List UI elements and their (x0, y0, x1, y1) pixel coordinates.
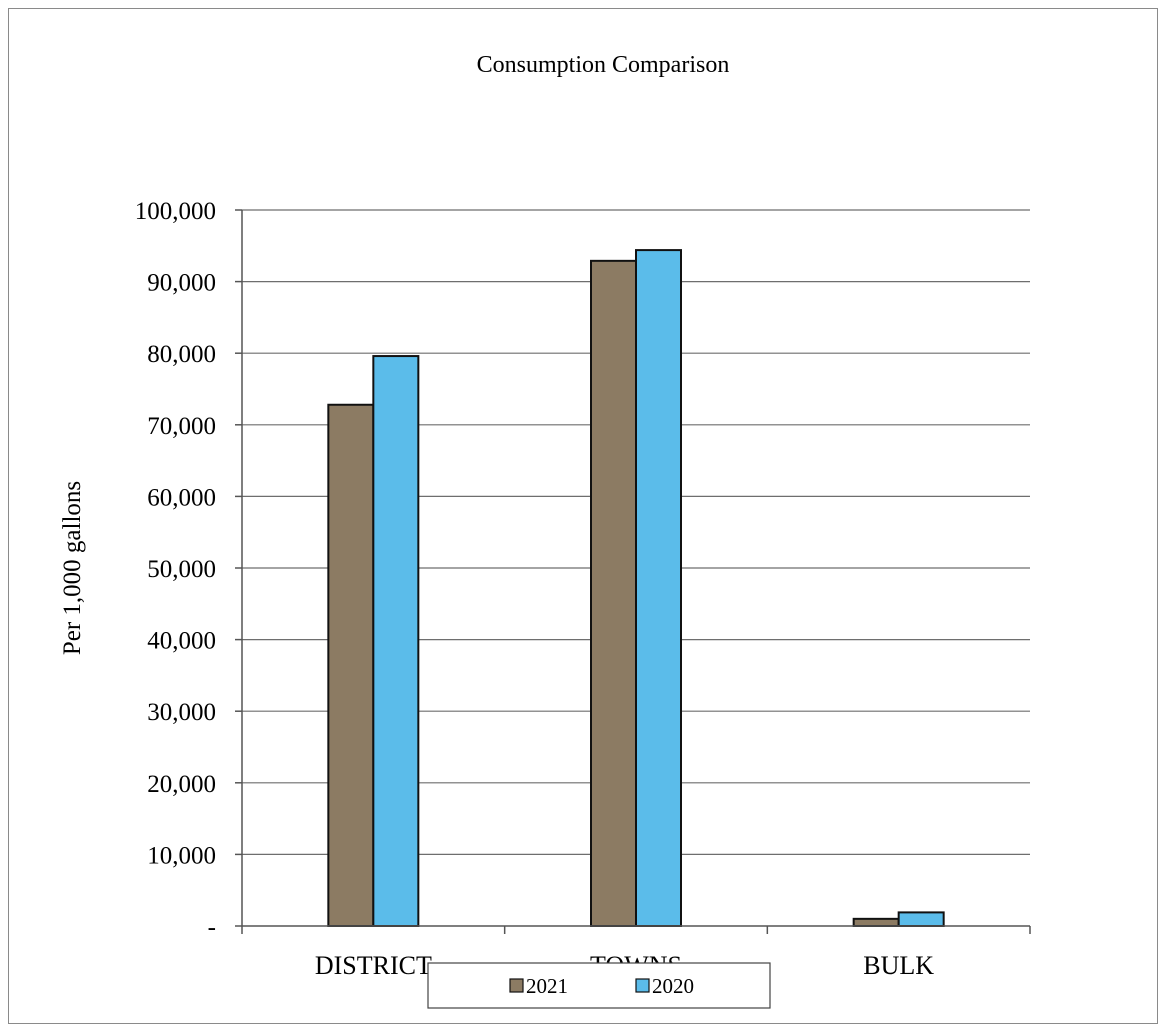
legend-box (427, 962, 771, 1009)
y-tick-label: 40,000 (147, 628, 216, 655)
legend-label-2020: 2020 (652, 974, 694, 998)
y-tick-label: 50,000 (147, 556, 216, 583)
bar-2021-bulk (852, 917, 900, 928)
legend-label-2021: 2021 (526, 974, 568, 998)
y-tick-label: 100,000 (135, 198, 216, 225)
axes: - 10,000 20,000 30,000 40,000 50,000 60,000 70,… (135, 198, 1031, 980)
y-axis-title: Per 1,000 gallons (59, 481, 86, 655)
y-tick-label: 30,000 (147, 699, 216, 726)
y-tick-label: 20,000 (147, 771, 216, 798)
x-category-label: BULK (863, 951, 934, 980)
x-category-label: DISTRICT (315, 951, 432, 980)
legend-swatch-2021 (509, 978, 524, 993)
y-tick-label: 80,000 (147, 341, 216, 368)
y-tick-label: 70,000 (147, 413, 216, 440)
bar-2020-bulk (897, 911, 945, 927)
y-tick-label: 10,000 (147, 842, 216, 869)
bar-2020-towns (635, 249, 682, 927)
bar-2021-towns (590, 259, 637, 927)
bar-2021-district (327, 403, 375, 927)
legend: 2021 2020 (427, 962, 771, 1009)
chart-title: Consumption Comparison (477, 52, 730, 78)
y-tick-label: 60,000 (147, 484, 216, 511)
y-tick-label: - (208, 914, 216, 941)
y-tick-label: 90,000 (147, 270, 216, 297)
bar-2020-district (372, 355, 420, 927)
bars (327, 249, 945, 928)
legend-swatch-2020 (635, 978, 650, 993)
